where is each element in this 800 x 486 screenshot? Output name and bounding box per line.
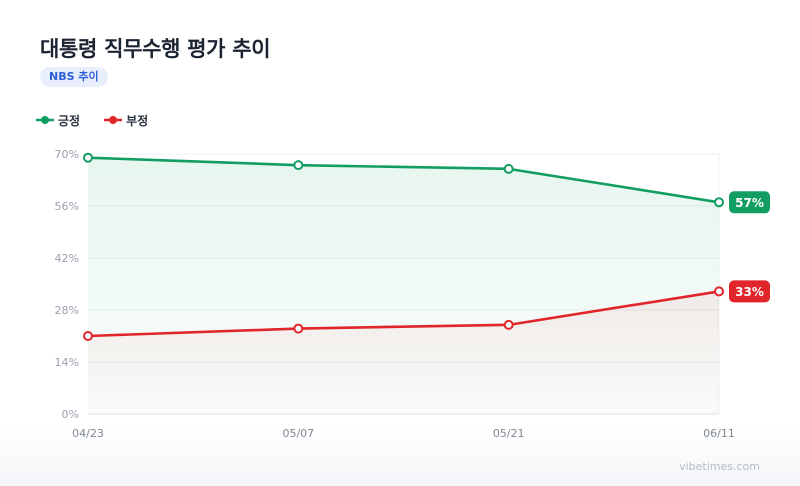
data-point-negative (293, 323, 304, 334)
end-label-text: 33% (735, 285, 764, 299)
legend-item-negative[interactable]: 부정 (104, 112, 148, 129)
chart-title: 대통령 직무수행 평가 추이 (40, 37, 271, 61)
x-tick-label: 06/11 (703, 427, 735, 440)
end-label-badge-positive (729, 191, 770, 214)
x-tick-label: 05/07 (282, 427, 314, 440)
end-label-text: 57% (735, 196, 764, 210)
series-line-positive (86, 156, 721, 204)
data-point-positive (83, 152, 93, 163)
data-point-positive (293, 160, 304, 171)
x-tick-label: 04/23 (72, 427, 104, 440)
series-line-negative (86, 290, 721, 338)
y-tick-label: 0% (62, 408, 79, 421)
watermark: vibetimes.com (679, 460, 760, 473)
legend-positive-marker-icon (36, 116, 54, 124)
y-tick-label: 28% (55, 304, 79, 317)
area-fill-negative (88, 291, 719, 414)
legend-negative-marker-icon (104, 116, 123, 124)
y-tick-label: 42% (55, 252, 79, 265)
data-point-negative (83, 331, 93, 341)
source-badge: NBS 추이 (40, 67, 108, 87)
legend-label-positive: 긍정 (58, 113, 81, 128)
data-point-negative (714, 286, 724, 297)
data-point-positive (503, 163, 514, 174)
data-point-positive (714, 197, 724, 208)
y-tick-label: 70% (55, 148, 79, 161)
legend: 긍정 부정 (36, 110, 172, 130)
legend-label-negative: 부정 (126, 113, 149, 128)
y-tick-label: 14% (55, 356, 79, 369)
end-label-badge-negative (729, 280, 770, 303)
y-tick-label: 56% (55, 200, 79, 213)
data-point-negative (503, 319, 514, 330)
legend-item-positive[interactable]: 긍정 (36, 112, 80, 129)
x-tick-label: 05/21 (493, 427, 525, 440)
